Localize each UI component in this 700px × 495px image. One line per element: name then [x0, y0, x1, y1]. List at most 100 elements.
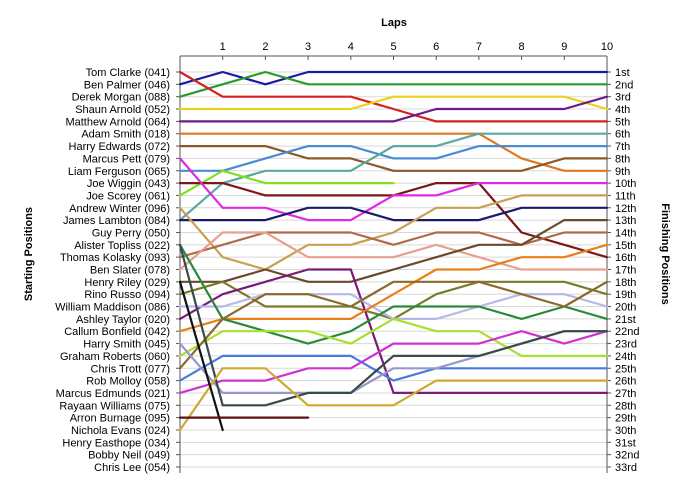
series-line-2: [178, 70, 609, 98]
x-tick-label-3: 3: [305, 41, 311, 53]
finish-label-3rd: 3rd: [615, 92, 631, 104]
driver-label-7: Harry Edwards (072): [69, 141, 170, 153]
finish-label-29th: 29th: [615, 413, 636, 425]
series-line-10: [178, 169, 395, 197]
driver-label-5: Matthew Arnold (064): [65, 116, 170, 128]
axis-labels: 1 2 3 4 5 6 7 8 9 10 Tom Clarke (041)Ben Palmer (0…: [55, 41, 639, 474]
finish-label-10th: 10th: [615, 178, 636, 190]
finish-label-8th: 8th: [615, 153, 630, 165]
series-line-21: [178, 243, 609, 333]
axes: [176, 55, 611, 473]
series-line-8: [178, 145, 609, 172]
finish-label-26th: 26th: [615, 376, 636, 388]
finish-label-20th: 20th: [615, 302, 636, 314]
x-tick-label-1: 1: [220, 41, 226, 53]
finish-label-21st: 21st: [615, 314, 636, 326]
series-line-12: [178, 157, 609, 222]
finish-label-24th: 24th: [615, 351, 636, 363]
driver-label-2: Ben Palmer (046): [84, 79, 170, 91]
driver-label-32: Bobby Neil (049): [88, 450, 170, 462]
series-line-14: [178, 194, 609, 271]
finish-label-16th: 16th: [615, 252, 636, 264]
x-tick-label-2: 2: [262, 41, 268, 53]
driver-label-28: Rayaan Williams (075): [59, 400, 170, 412]
series-line-26: [178, 330, 609, 394]
finish-label-4th: 4th: [615, 104, 630, 116]
driver-label-15: Alister Topliss (022): [74, 240, 170, 252]
finish-label-15th: 15th: [615, 240, 636, 252]
series-line-17: [178, 219, 609, 283]
finish-label-12th: 12th: [615, 203, 636, 215]
driver-label-11: Joe Scorey (061): [86, 190, 170, 202]
finish-label-17th: 17th: [615, 265, 636, 277]
series-line-5: [178, 95, 609, 123]
series-line-4: [178, 95, 609, 111]
finish-label-13th: 13th: [615, 215, 636, 227]
series-line-29: [178, 367, 609, 432]
finish-label-14th: 14th: [615, 227, 636, 239]
series-line-28: [178, 243, 609, 407]
y-axis-title-left: Starting Positions: [23, 207, 35, 301]
driver-label-12: Andrew Winter (096): [69, 203, 170, 215]
finish-label-23rd: 23rd: [615, 339, 637, 351]
driver-label-20: William Maddison (086): [55, 302, 170, 314]
driver-label-19: Rino Russo (094): [84, 289, 170, 301]
series-line-9: [178, 132, 609, 222]
driver-label-22: Callum Bonfield (042): [64, 326, 170, 338]
finish-label-5th: 5th: [615, 116, 630, 128]
driver-label-10: Joe Wiggin (043): [87, 178, 170, 190]
driver-label-23: Harry Smith (045): [83, 339, 170, 351]
driver-label-27: Marcus Edmunds (021): [56, 388, 170, 400]
series-line-24: [178, 280, 609, 370]
x-tick-label-7: 7: [476, 41, 482, 53]
finish-label-11th: 11th: [615, 190, 636, 202]
driver-label-17: Ben Slater (078): [90, 265, 170, 277]
series-line-15: [178, 231, 609, 259]
x-tick-label-9: 9: [561, 41, 567, 53]
finish-label-19th: 19th: [615, 289, 636, 301]
driver-label-25: Chris Trott (077): [91, 363, 170, 375]
series-line-30: [178, 280, 224, 432]
series-line-22: [178, 243, 609, 345]
series-line-3: [178, 70, 609, 123]
series-line-25: [178, 354, 609, 382]
driver-label-24: Graham Roberts (060): [60, 351, 170, 363]
driver-label-9: Liam Ferguson (065): [68, 166, 170, 178]
driver-label-30: Nichola Evans (024): [71, 425, 170, 437]
x-tick-label-6: 6: [433, 41, 439, 53]
series-line-16: [178, 231, 609, 271]
x-tick-label-4: 4: [348, 41, 354, 53]
series-line-6: [178, 132, 609, 172]
finish-label-7th: 7th: [615, 141, 630, 153]
driver-label-6: Adam Smith (018): [81, 129, 170, 141]
driver-label-1: Tom Clarke (041): [86, 67, 170, 79]
finish-label-31st: 31st: [615, 437, 636, 449]
series-line-19: [178, 268, 609, 394]
driver-label-8: Marcus Pett (079): [83, 153, 170, 165]
series-line-13: [178, 206, 609, 222]
finish-label-32nd: 32nd: [615, 450, 639, 462]
driver-label-26: Rob Molloy (058): [86, 376, 170, 388]
driver-label-3: Derek Morgan (088): [72, 92, 170, 104]
finish-label-2nd: 2nd: [615, 79, 633, 91]
finish-label-1st: 1st: [615, 67, 630, 79]
driver-label-29: Arron Burnage (095): [70, 413, 170, 425]
y-axis-title-right: Finishing Positions: [659, 203, 671, 304]
finish-label-22nd: 22nd: [615, 326, 639, 338]
x-axis-title: Laps: [381, 17, 407, 29]
driver-label-21: Ashley Taylor (020): [76, 314, 170, 326]
x-tick-label-10: 10: [601, 41, 613, 53]
series-lines: [178, 70, 609, 432]
x-tick-label-5: 5: [390, 41, 396, 53]
finish-label-9th: 9th: [615, 166, 630, 178]
driver-label-13: James Lambton (084): [63, 215, 170, 227]
x-tick-label-8: 8: [519, 41, 525, 53]
finish-label-25th: 25th: [615, 363, 636, 375]
finish-label-18th: 18th: [615, 277, 636, 289]
driver-label-4: Shaun Arnold (052): [75, 104, 170, 116]
finish-label-33rd: 33rd: [615, 462, 637, 474]
series-line-23: [178, 317, 609, 357]
series-line-1: [178, 70, 609, 86]
driver-label-33: Chris Lee (054): [94, 462, 170, 474]
